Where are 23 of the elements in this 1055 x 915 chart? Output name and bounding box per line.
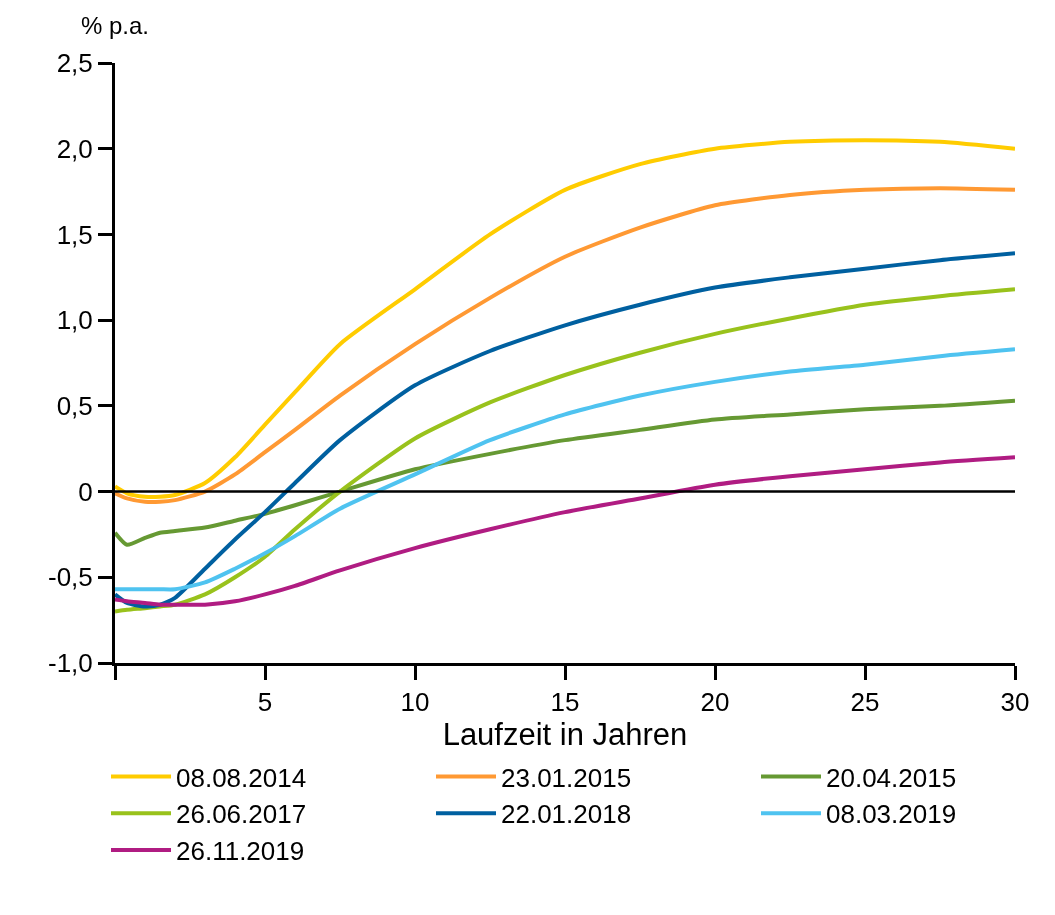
legend-label: 08.08.2014 [176, 762, 307, 793]
y-tick-label: 0,5 [56, 390, 93, 421]
x-axis-title: Laufzeit in Jahren [442, 717, 688, 753]
y-tick-label: -1,0 [47, 648, 93, 679]
legend-label: 20.04.2015 [826, 762, 957, 793]
y-axis-title: % p.a. [81, 12, 150, 39]
legend-label: 26.11.2019 [176, 836, 305, 867]
x-tick-label: 25 [850, 687, 880, 718]
x-tick-label: 5 [257, 687, 273, 718]
y-tick-label: 1,5 [56, 219, 93, 250]
x-tick-label: 30 [1000, 687, 1030, 718]
x-tick-label: 10 [400, 687, 430, 718]
x-tick-label: 20 [700, 687, 730, 718]
x-tick-label: 15 [550, 687, 580, 718]
legend-label: 08.03.2019 [826, 799, 957, 830]
legend-label: 22.01.2018 [501, 799, 632, 830]
y-tick-label: -0,5 [47, 562, 93, 593]
y-tick-label: 1,0 [56, 305, 93, 336]
legend-label: 26.06.2017 [176, 799, 307, 830]
legend-label: 23.01.2015 [501, 762, 632, 793]
y-tick-label: 0 [78, 476, 93, 507]
y-tick-label: 2,0 [56, 133, 93, 164]
y-tick-label: 2,5 [56, 48, 93, 79]
